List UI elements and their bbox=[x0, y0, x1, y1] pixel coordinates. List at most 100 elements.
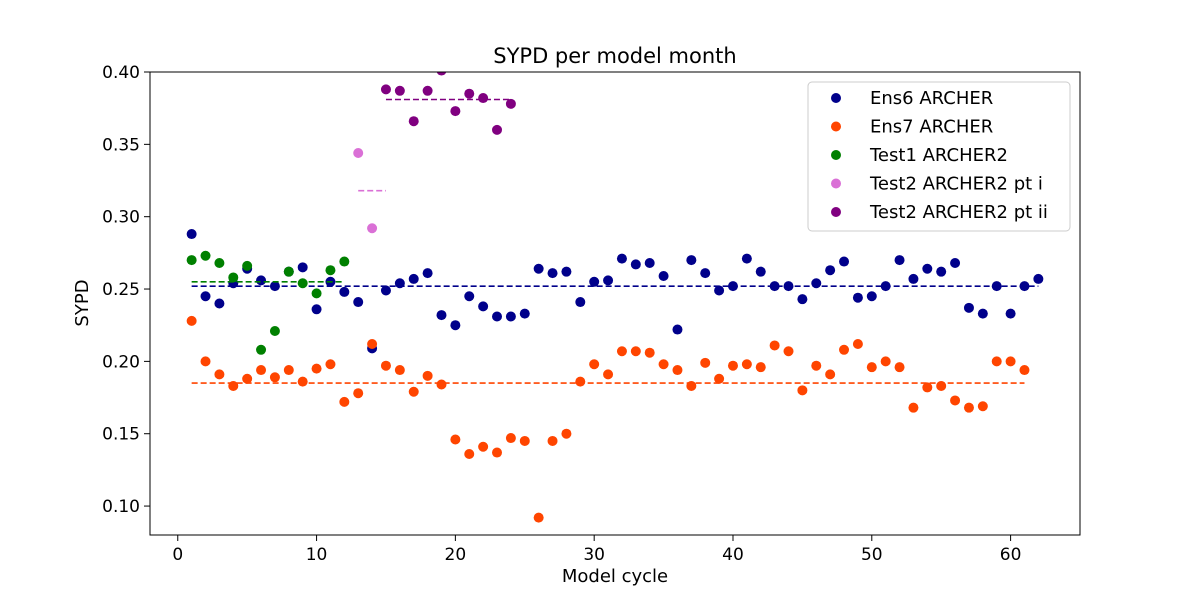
x-tick-label: 30 bbox=[583, 545, 605, 565]
data-point bbox=[811, 360, 822, 371]
data-point bbox=[852, 292, 863, 303]
data-point bbox=[880, 356, 891, 367]
data-point bbox=[200, 250, 211, 261]
data-point bbox=[727, 360, 738, 371]
legend-entry: Test2 ARCHER2 pt i bbox=[869, 174, 1043, 195]
data-point bbox=[214, 369, 225, 380]
data-point bbox=[658, 359, 669, 370]
data-point bbox=[505, 311, 516, 322]
data-point bbox=[519, 435, 530, 446]
data-point bbox=[603, 369, 614, 380]
data-point bbox=[339, 396, 350, 407]
data-point bbox=[616, 346, 627, 357]
data-point bbox=[436, 379, 447, 390]
data-point bbox=[380, 84, 391, 95]
data-point bbox=[922, 382, 933, 393]
data-point bbox=[311, 363, 322, 374]
data-point bbox=[478, 441, 489, 452]
data-point bbox=[242, 260, 253, 271]
data-point bbox=[186, 229, 197, 240]
data-point bbox=[464, 291, 475, 302]
data-point bbox=[700, 357, 711, 368]
legend-marker bbox=[831, 178, 841, 189]
data-point bbox=[422, 370, 433, 381]
data-point bbox=[839, 344, 850, 355]
legend: Ens6 ARCHER Ens7 ARCHER Test1 ARCHER2 Test2… bbox=[807, 81, 1071, 232]
data-point bbox=[575, 297, 586, 308]
data-point bbox=[186, 315, 197, 326]
data-point bbox=[339, 256, 350, 267]
legend-marker bbox=[831, 121, 841, 132]
data-point bbox=[769, 340, 780, 351]
data-point bbox=[1005, 308, 1016, 319]
data-point bbox=[630, 346, 641, 357]
data-point bbox=[256, 275, 267, 286]
y-tick-label: 0.40 bbox=[102, 63, 140, 83]
data-point bbox=[894, 362, 905, 373]
data-point bbox=[269, 372, 280, 383]
data-point bbox=[464, 88, 475, 99]
data-point bbox=[1033, 273, 1044, 284]
y-tick-label: 0.35 bbox=[102, 135, 140, 155]
y-tick-label: 0.25 bbox=[102, 280, 140, 300]
y-axis-ticks: 0.10 0.15 0.20 0.25 0.30 0.35 0.40 bbox=[102, 63, 150, 517]
data-point bbox=[533, 263, 544, 274]
x-tick-label: 40 bbox=[722, 545, 744, 565]
data-point bbox=[505, 433, 516, 444]
data-point bbox=[200, 356, 211, 367]
x-tick-label: 0 bbox=[172, 545, 183, 565]
legend-box bbox=[807, 81, 1071, 232]
data-point bbox=[450, 320, 461, 331]
data-point bbox=[228, 272, 239, 283]
legend-marker bbox=[831, 150, 841, 160]
data-point bbox=[797, 294, 808, 305]
data-point bbox=[977, 401, 988, 412]
data-point bbox=[283, 266, 294, 277]
data-point bbox=[561, 428, 572, 439]
data-point bbox=[825, 265, 836, 276]
data-point bbox=[547, 435, 558, 446]
data-point bbox=[741, 359, 752, 370]
data-point bbox=[616, 253, 627, 264]
data-point bbox=[422, 85, 433, 96]
data-point bbox=[242, 373, 253, 384]
x-axis-label: Model cycle bbox=[562, 566, 668, 587]
data-point bbox=[950, 395, 961, 406]
data-point bbox=[922, 263, 933, 274]
x-tick-label: 10 bbox=[306, 545, 328, 565]
data-point bbox=[908, 402, 919, 413]
data-point bbox=[672, 324, 683, 335]
data-point bbox=[353, 148, 364, 159]
data-point bbox=[936, 266, 947, 277]
data-point bbox=[1019, 365, 1030, 376]
data-point bbox=[963, 402, 974, 413]
data-point bbox=[325, 359, 336, 370]
data-point bbox=[478, 301, 489, 312]
x-tick-label: 20 bbox=[445, 545, 467, 565]
data-point bbox=[714, 373, 725, 384]
data-point bbox=[269, 325, 280, 336]
data-point bbox=[408, 386, 419, 397]
data-point bbox=[297, 278, 308, 289]
data-point bbox=[700, 268, 711, 279]
data-point bbox=[714, 285, 725, 296]
data-point bbox=[492, 124, 503, 135]
data-point bbox=[755, 362, 766, 373]
data-point bbox=[672, 365, 683, 376]
data-point bbox=[367, 223, 378, 234]
data-point bbox=[603, 275, 614, 286]
data-point bbox=[353, 388, 364, 399]
data-point bbox=[422, 268, 433, 279]
chart-title: SYPD per model month bbox=[493, 44, 736, 68]
data-point bbox=[408, 116, 419, 127]
series-4 bbox=[353, 148, 386, 234]
data-point bbox=[450, 106, 461, 117]
y-tick-label: 0.30 bbox=[102, 208, 140, 228]
data-point bbox=[658, 271, 669, 282]
data-point bbox=[450, 434, 461, 445]
data-point bbox=[214, 257, 225, 268]
data-point bbox=[589, 359, 600, 370]
data-point bbox=[311, 304, 322, 315]
data-point bbox=[339, 286, 350, 297]
